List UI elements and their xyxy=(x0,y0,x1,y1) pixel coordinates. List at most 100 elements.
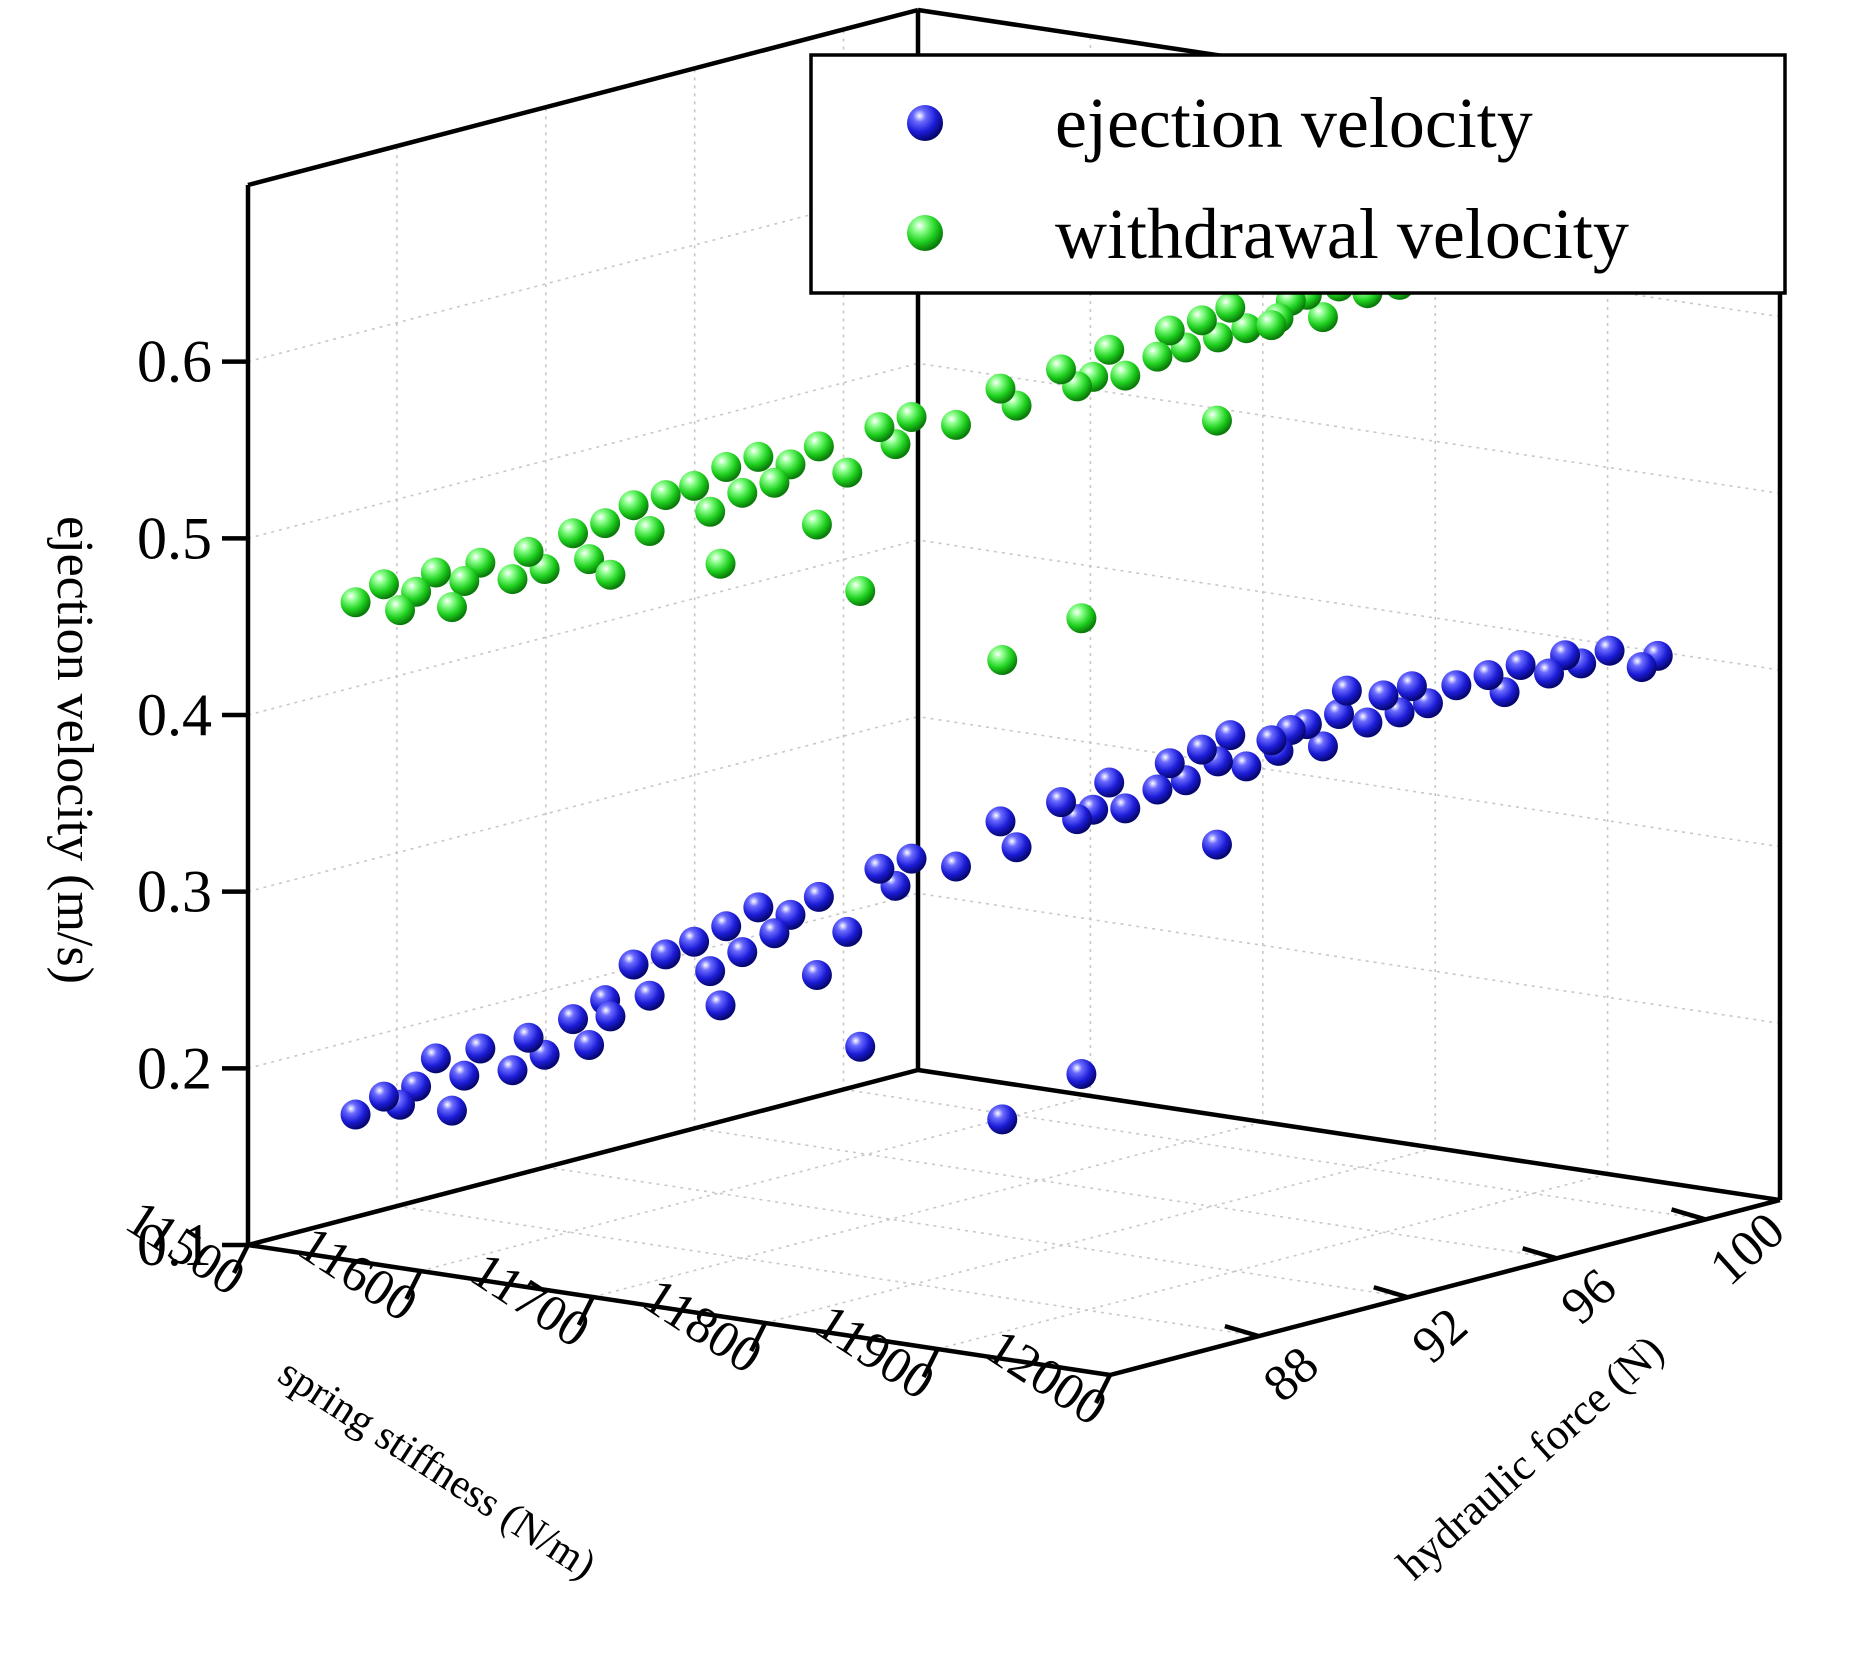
legend-box xyxy=(809,53,1787,295)
ejection-point xyxy=(1505,649,1536,680)
ejection-point xyxy=(574,1029,605,1060)
ejection-point xyxy=(1201,829,1232,860)
ejection-point xyxy=(420,1043,451,1074)
ejection-point xyxy=(1142,774,1173,805)
withdrawal-point xyxy=(759,467,790,498)
z-tick-label: 0.4 xyxy=(137,682,212,748)
ejection-point xyxy=(1110,793,1141,824)
withdrawal-point xyxy=(711,451,742,482)
grid-line xyxy=(592,1121,1264,1298)
ejection-point xyxy=(1324,698,1355,729)
withdrawal-point xyxy=(679,470,710,501)
withdrawal-point xyxy=(436,592,467,623)
withdrawal-point xyxy=(1201,405,1232,436)
grid-line xyxy=(247,892,919,1070)
ejection-point xyxy=(1001,832,1032,863)
withdrawal-point xyxy=(618,490,649,521)
ejection-point xyxy=(1441,670,1472,701)
legend: ejection velocity withdrawal velocity xyxy=(809,53,1787,295)
x-tick-label: 11700 xyxy=(461,1242,599,1360)
x-tick xyxy=(1093,1373,1113,1405)
ejection-point xyxy=(1307,731,1338,762)
withdrawal-point xyxy=(1094,334,1125,365)
y-tick xyxy=(1224,1323,1260,1339)
x-tick xyxy=(921,1347,940,1379)
withdrawal-point xyxy=(449,566,480,597)
ejection-point xyxy=(1368,680,1399,711)
withdrawal-point xyxy=(558,518,589,549)
z-tick-label: 0.6 xyxy=(137,329,212,395)
withdrawal-point xyxy=(985,373,1016,404)
ejection-point xyxy=(941,851,972,882)
axis-line xyxy=(247,7,919,188)
ejection-point xyxy=(1594,635,1625,666)
withdrawal-point xyxy=(1307,302,1338,333)
ejection-point xyxy=(1066,1059,1097,1090)
y-tick xyxy=(1373,1285,1409,1300)
ejection-point xyxy=(1396,671,1427,702)
withdrawal-point xyxy=(1186,305,1217,336)
legend-label-withdrawal: withdrawal velocity xyxy=(1055,194,1629,274)
axis-line xyxy=(917,1067,1781,1203)
grid-line xyxy=(545,1166,1408,1299)
ejection-point xyxy=(711,911,742,942)
withdrawal-point xyxy=(420,557,451,588)
grid-line xyxy=(917,892,1781,1025)
z-axis-label: ejection velocity (m/s) xyxy=(46,516,103,984)
ejection-point xyxy=(705,990,736,1021)
grid-line xyxy=(247,362,919,540)
withdrawal-point xyxy=(595,559,626,590)
grid-line xyxy=(247,185,919,363)
withdrawal-point xyxy=(743,441,774,472)
legend-marker-ejection xyxy=(907,105,943,141)
ejection-point xyxy=(1256,725,1287,756)
ejection-point xyxy=(1186,734,1217,765)
ejection-point xyxy=(1046,787,1077,818)
ejection-point xyxy=(679,926,710,957)
withdrawal-point xyxy=(497,564,528,595)
grid-line xyxy=(917,539,1781,671)
withdrawal-point xyxy=(987,645,1018,676)
x-tick xyxy=(404,1269,423,1301)
ejection-point xyxy=(1154,748,1185,779)
x-tick-label: 11500 xyxy=(116,1190,254,1308)
ejection-point xyxy=(1473,660,1504,691)
withdrawal-point xyxy=(832,457,863,488)
withdrawal-point xyxy=(803,431,834,462)
ejection-point xyxy=(618,949,649,980)
ejection-point xyxy=(1626,652,1657,683)
withdrawal-point xyxy=(705,548,736,579)
grid-line xyxy=(247,539,919,716)
grid-line xyxy=(843,1088,1706,1221)
ejection-point xyxy=(727,937,758,968)
legend-marker-withdrawal xyxy=(907,215,943,251)
y-tick xyxy=(1670,1207,1707,1222)
x-axis-label: spring stiffness (N/m) xyxy=(270,1350,604,1589)
ejection-point xyxy=(1215,720,1246,751)
ejection-point xyxy=(497,1055,528,1086)
data-points xyxy=(340,211,1673,1135)
grid-line xyxy=(937,1173,1608,1350)
withdrawal-point xyxy=(590,508,621,539)
withdrawal-point xyxy=(695,496,726,527)
legend-label-ejection: ejection velocity xyxy=(1055,83,1533,163)
ejection-point xyxy=(1534,658,1565,689)
grid-line xyxy=(917,715,1781,848)
withdrawal-point xyxy=(941,409,972,440)
x-tick-label: 12000 xyxy=(976,1318,1116,1437)
ejection-point xyxy=(801,960,832,991)
withdrawal-point xyxy=(1256,310,1287,341)
grid-line xyxy=(917,185,1781,318)
axis-line xyxy=(1109,1197,1781,1378)
ejection-point xyxy=(465,1033,496,1064)
withdrawal-point xyxy=(1110,360,1141,391)
ejection-point xyxy=(1094,767,1125,798)
withdrawal-point xyxy=(1046,354,1077,385)
withdrawal-point xyxy=(727,477,758,508)
withdrawal-point xyxy=(368,569,399,600)
ejection-point xyxy=(513,1022,544,1053)
ejection-point xyxy=(595,1001,626,1032)
ejection-point xyxy=(368,1081,399,1112)
y-tick-label: 92 xyxy=(1402,1297,1479,1374)
